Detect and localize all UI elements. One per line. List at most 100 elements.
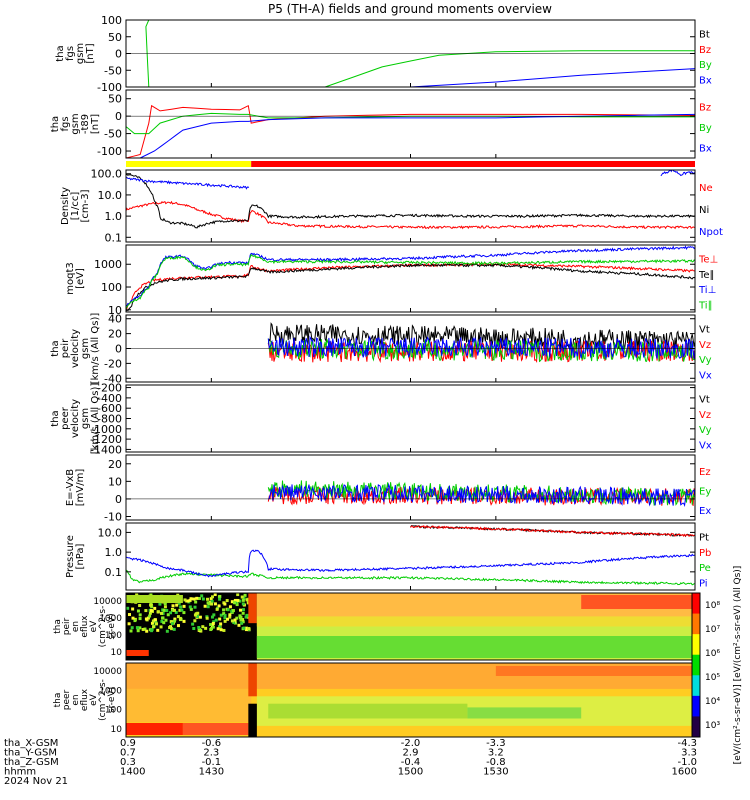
spectrogram-pixel — [247, 627, 251, 631]
x-axis-date: 2024 Nov 21 — [4, 776, 68, 787]
spectrogram-pixel — [238, 608, 242, 612]
panel-10-plot — [126, 593, 695, 660]
spectrogram-pixel — [172, 627, 176, 631]
spectrogram-pixel — [214, 618, 218, 622]
colorbar-segment — [692, 634, 700, 656]
x-axis-row-value: 0.7 — [120, 748, 136, 759]
spectrogram-pixel — [200, 594, 204, 598]
series-Vx-line — [267, 335, 695, 359]
y-axis-title: tha fgs gsm -t89 [nT] — [50, 113, 101, 134]
spectrogram-pixel — [246, 601, 250, 605]
spectrogram-pixel — [225, 599, 229, 603]
spectrogram-pixel — [241, 608, 245, 612]
legend-entry: Vy — [699, 425, 712, 436]
legend-entry: Pt — [699, 533, 709, 544]
spectrogram-pixel — [197, 625, 201, 629]
y-axis-title-line: velocity — [70, 399, 81, 438]
spectrogram-pixel — [150, 629, 154, 633]
panel-5-plot — [126, 245, 695, 312]
spectrogram-pixel — [206, 597, 210, 601]
spectrogram-pixel — [182, 604, 186, 608]
spectrogram-pixel — [201, 597, 205, 601]
spectrogram-pixel — [212, 613, 216, 617]
spectrogram-pixel — [218, 625, 222, 629]
panel-11-plot — [126, 663, 695, 737]
spectrogram-pixel — [176, 624, 180, 628]
panel-8-plot — [126, 480, 695, 508]
y-tick-label: 10 — [108, 304, 122, 317]
y-tick-label: 50 — [108, 93, 122, 106]
y-axis-title-line: peir — [60, 338, 71, 358]
y-tick-label: 10 — [108, 475, 122, 488]
spectrogram-pixel — [175, 603, 179, 607]
spectrogram-pixel — [211, 625, 215, 629]
spectrogram-pixel — [230, 619, 234, 623]
y-axis-title: tha peer velocity gsm [km/s (All Qs)] — [50, 383, 101, 455]
panel-6-plot — [126, 322, 695, 364]
y-tick-label: -400 — [97, 392, 122, 405]
spectrogram-pixel — [193, 613, 197, 617]
spectrogram-pixel — [160, 619, 164, 623]
x-axis-row-value: 3.2 — [488, 748, 504, 759]
legend-entry: Bz — [699, 102, 711, 113]
spectrogram-pixel — [213, 602, 217, 606]
legend-entry: Ex — [699, 506, 711, 517]
spectrogram-pixel — [162, 608, 166, 612]
y-tick-label: 100 — [101, 281, 122, 294]
legend-entry: Vz — [699, 410, 711, 421]
y-tick-label: 1000 — [94, 258, 122, 271]
x-axis-row-label: tha_Z-GSM — [4, 757, 59, 768]
x-axis-row-value: 0.9 — [120, 738, 136, 749]
y-tick-label: 0 — [115, 48, 122, 61]
y-axis-title-line: peir — [62, 617, 72, 635]
y-tick-label: -20 — [104, 357, 122, 370]
series-Ex-line — [267, 482, 695, 508]
spectrogram-pixel — [182, 619, 186, 623]
legend-entry: Vx — [699, 440, 712, 451]
spectrogram-pixel — [170, 627, 174, 631]
y-axis-title-line: Density — [60, 187, 71, 225]
y-axis-title-line: tha — [55, 45, 66, 61]
y-tick-label: 1.0 — [105, 546, 123, 559]
spectrogram-pixel — [219, 628, 223, 632]
spectrogram-pixel — [235, 603, 239, 607]
spectrogram-pixel — [201, 625, 205, 629]
spectrogram-pixel — [169, 611, 173, 615]
panel-4-plot — [126, 170, 695, 230]
y-tick-label: 0 — [115, 343, 122, 356]
colorbar-segment — [692, 613, 700, 635]
spectrogram-pixel — [211, 621, 215, 625]
y-tick-label: 10000 — [93, 667, 122, 677]
y-axis-title-line: [nT] — [85, 43, 96, 63]
x-axis-row-value: 1430 — [199, 767, 224, 778]
y-tick-label: -1200 — [90, 433, 122, 446]
y-tick-label: 20 — [108, 458, 122, 471]
spectrogram-pixel — [144, 609, 148, 613]
mode-bar-segment — [251, 161, 695, 167]
y-axis-title-line: gsm — [70, 113, 81, 134]
colorbar-segment — [692, 654, 700, 676]
series-Ti∥-line — [126, 253, 695, 309]
spectrogram-pixel — [196, 611, 200, 615]
colorbar-segment — [692, 695, 700, 717]
x-axis-row-value: -1.0 — [677, 757, 697, 768]
series-Pe-line — [126, 569, 695, 586]
y-tick-label: -1000 — [90, 423, 122, 436]
y-tick-label: 10.0 — [98, 189, 123, 202]
spectrogram-pixel — [193, 619, 197, 623]
spectrogram-pixel — [230, 609, 234, 613]
y-tick-label: -100 — [97, 145, 122, 158]
spectrogram-pixel — [179, 605, 183, 609]
y-tick-label: 20 — [108, 328, 122, 341]
spectrogram-pixel — [240, 621, 244, 625]
spectrogram-pixel — [223, 619, 227, 623]
spectrogram-pixel — [164, 618, 168, 622]
y-axis-title: tha peir en eflux eV (cm^2-s-sr-eV) — [53, 606, 117, 648]
y-tick-label: -50 — [104, 64, 122, 77]
x-axis-row-value: -0.4 — [401, 757, 421, 768]
legend-entry: Vt — [699, 325, 710, 336]
spectrogram-pixel — [197, 596, 201, 600]
y-tick-label: 100 — [101, 14, 122, 27]
spectrogram-pixel — [222, 628, 226, 632]
y-axis-title-line: gsm — [75, 43, 86, 64]
